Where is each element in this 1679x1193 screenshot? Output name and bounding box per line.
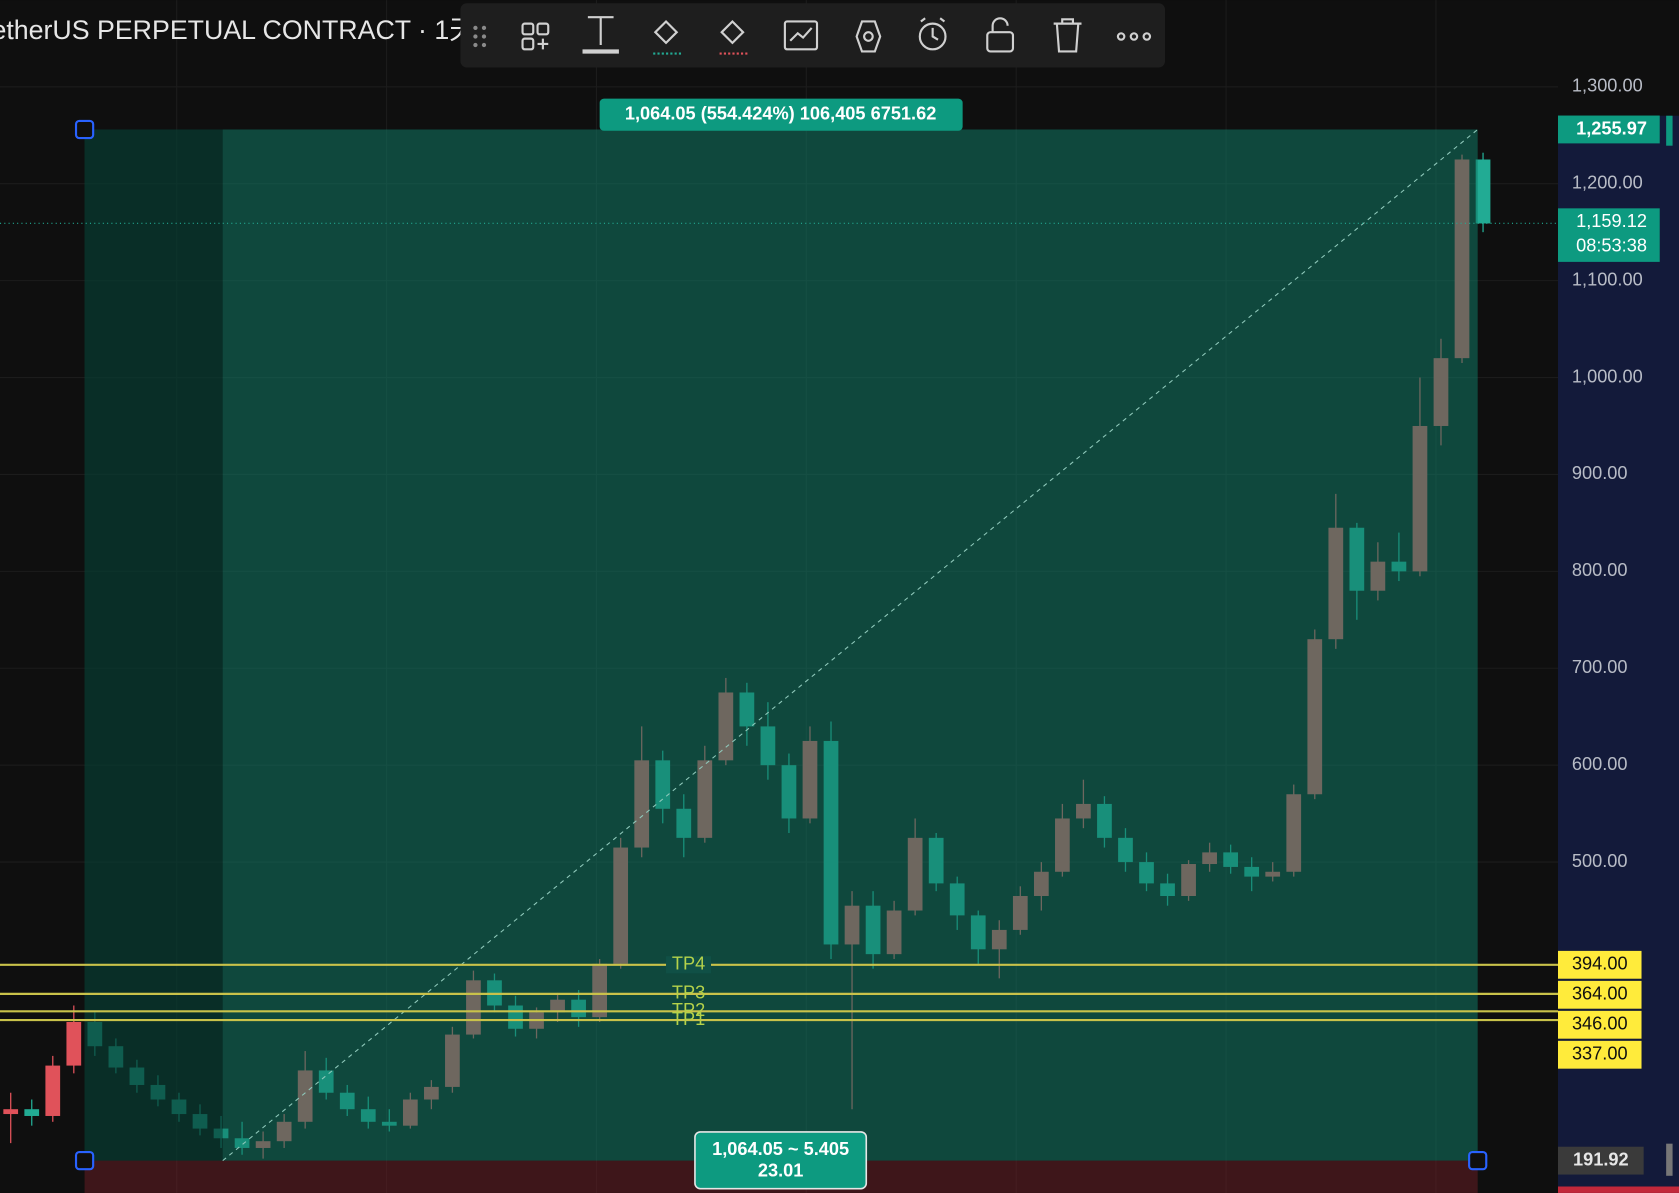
level-price-label: 337.00 xyxy=(1572,1044,1628,1064)
measure-label: 1,064.05 (554.424%) 106,405 6751.62 xyxy=(625,103,936,123)
countdown-label: 08:53:38 xyxy=(1576,236,1647,256)
y-tick-label: 500.00 xyxy=(1572,851,1628,871)
candle-body xyxy=(24,1109,40,1116)
level-name: TP2 xyxy=(672,1000,705,1020)
candle-body xyxy=(1475,159,1491,224)
alert-button[interactable] xyxy=(918,17,947,51)
level-label-gap xyxy=(666,956,712,974)
fill-color-button[interactable] xyxy=(653,19,684,55)
measure-handle[interactable] xyxy=(1468,1151,1488,1171)
measure-handle[interactable] xyxy=(74,119,95,140)
level-price-tag xyxy=(1558,1010,1642,1039)
range-edge-below xyxy=(1558,1186,1679,1193)
y-tick-label: 1,200.00 xyxy=(1572,173,1643,193)
candle-body xyxy=(66,1021,82,1066)
candle-body xyxy=(45,1065,61,1116)
drag-handle xyxy=(473,25,487,48)
level-price-tag xyxy=(1558,980,1642,1009)
level-price-label: 364.00 xyxy=(1572,984,1628,1004)
y-tick-label: 700.00 xyxy=(1572,657,1628,677)
y-tick-label: 1,300.00 xyxy=(1572,76,1643,96)
measure-summary-bg xyxy=(694,1131,868,1190)
y-tick-label: 600.00 xyxy=(1572,754,1628,774)
measure-summary: 1,064.05 ~ 5.405 xyxy=(712,1139,849,1159)
end-price-tag xyxy=(1558,115,1660,144)
drawing-toolbar xyxy=(460,3,1166,68)
start-price-tag xyxy=(1558,1146,1644,1175)
range-edge-bottom xyxy=(1666,1143,1673,1176)
settings-button[interactable] xyxy=(855,20,882,53)
level-price-tag xyxy=(1558,1040,1642,1069)
start-price-label: 191.92 xyxy=(1573,1149,1629,1169)
level-price-label: 346.00 xyxy=(1572,1014,1628,1034)
measure-summary: 23.01 xyxy=(758,1160,804,1180)
toolbar-bg xyxy=(460,3,1166,68)
level-price-tag xyxy=(1558,950,1642,979)
last-price-tag xyxy=(1558,208,1660,262)
lock-button[interactable] xyxy=(986,17,1015,53)
candle-body xyxy=(3,1109,19,1115)
templates-button[interactable] xyxy=(521,22,550,51)
measure-handle[interactable] xyxy=(74,1151,95,1171)
text-button[interactable] xyxy=(582,16,619,54)
measure-diagonal xyxy=(222,129,1479,1162)
level-name: TP3 xyxy=(672,983,705,1003)
range-edge-top xyxy=(1666,115,1673,146)
y-tick-label: 1,000.00 xyxy=(1572,366,1643,386)
border-color-button[interactable] xyxy=(719,19,750,55)
y-tick-label: 900.00 xyxy=(1572,463,1628,483)
symbol-title: etherUS PERPETUAL CONTRACT · 1天 · xyxy=(0,15,492,45)
more-button[interactable] xyxy=(1116,32,1152,41)
level-name: TP4 xyxy=(672,954,705,974)
end-price-label: 1,255.97 xyxy=(1576,118,1647,138)
y-tick-label: 800.00 xyxy=(1572,560,1628,580)
measure-label-bg xyxy=(599,98,963,131)
measure-pre-range xyxy=(84,129,223,1161)
level-name: TP1 xyxy=(672,1009,705,1029)
delete-button[interactable] xyxy=(1053,18,1082,53)
y-tick-label: 1,100.00 xyxy=(1572,269,1643,289)
last-price-label: 1,159.12 xyxy=(1576,211,1647,231)
level-price-label: 394.00 xyxy=(1572,954,1628,974)
add-indicator-button[interactable] xyxy=(783,20,819,51)
measure-box xyxy=(84,129,1478,1161)
